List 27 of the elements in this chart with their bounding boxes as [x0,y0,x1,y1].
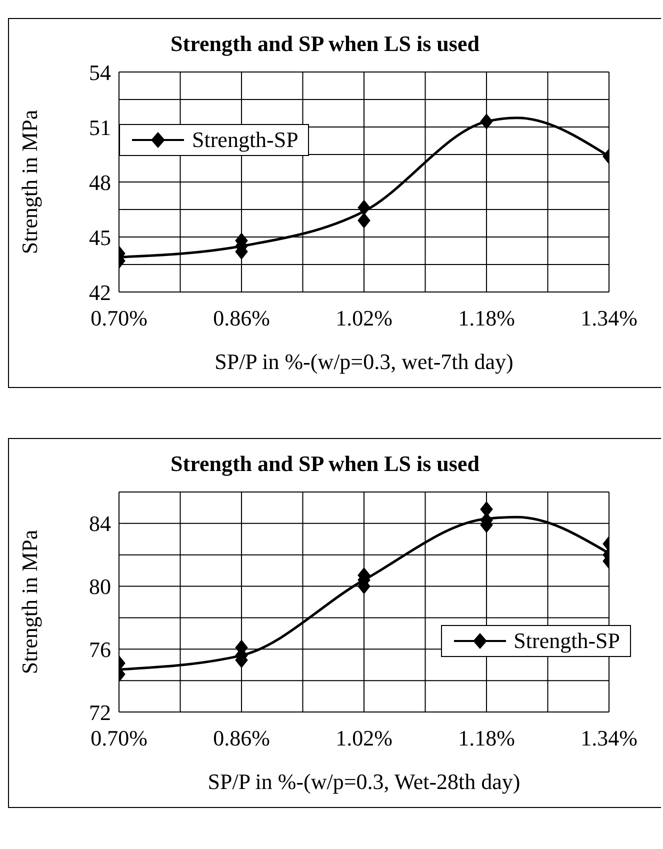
y-axis-title: Strength in MPa [16,110,42,254]
x-tick-label: 0.70% [90,726,148,751]
x-tick-label: 0.86% [213,726,270,751]
y-tick-label: 76 [89,636,111,662]
x-tick-label: 0.70% [90,306,148,331]
x-axis-title: SP/P in %-(w/p=0.3, Wet-28th day) [208,769,520,794]
x-tick-label: 1.34% [580,306,638,331]
y-axis-title: Strength in MPa [16,530,42,674]
y-tick-label: 42 [89,280,111,305]
y-tick-label: 45 [89,224,111,250]
x-axis-title: SP/P in %-(w/p=0.3, wet-7th day) [214,349,514,374]
legend-label: Strength-SP [192,127,298,153]
chart-title: Strength and SP when LS is used [170,30,480,57]
y-tick-label: 80 [89,574,111,600]
y-tick-label: 51 [89,114,111,140]
chart-title: Strength and SP when LS is used [170,450,480,477]
x-tick-label: 1.18% [458,726,515,751]
x-tick-label: 1.18% [458,306,515,331]
y-tick-label: 84 [89,511,111,536]
x-tick-label: 1.02% [336,726,392,751]
legend-label: Strength-SP [514,628,620,654]
x-tick-label: 1.34% [580,726,638,751]
y-tick-label: 48 [89,170,111,195]
x-tick-label: 1.02% [336,306,392,331]
y-tick-label: 54 [89,60,111,85]
y-tick-label: 72 [89,700,111,725]
x-tick-label: 0.86% [213,306,270,331]
